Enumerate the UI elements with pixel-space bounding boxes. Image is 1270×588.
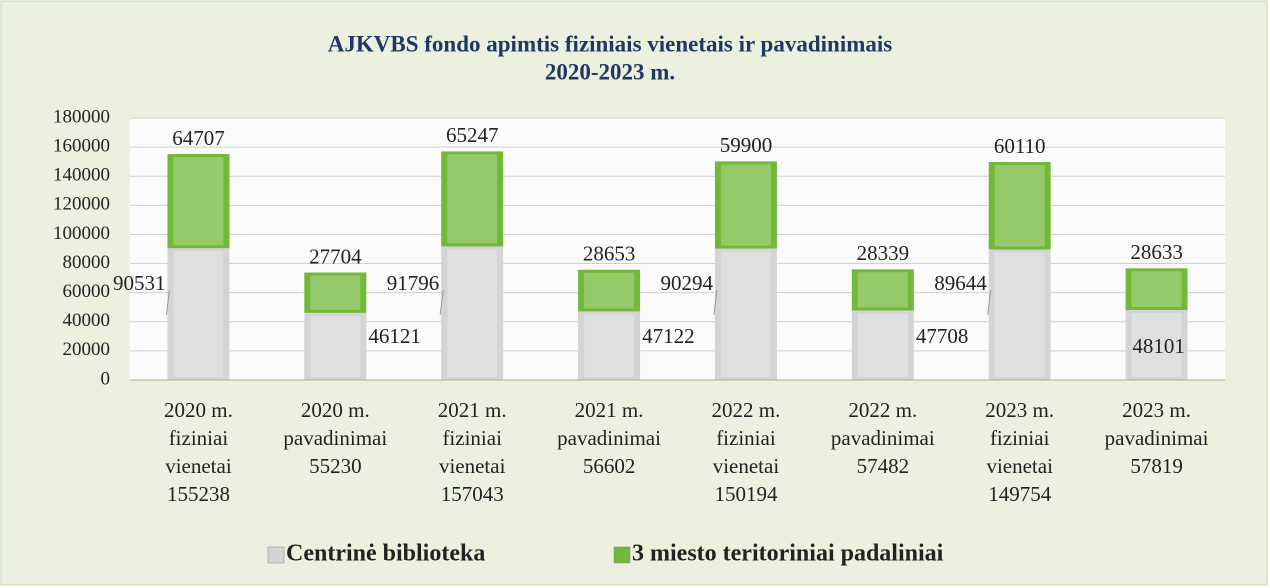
bar-segment bbox=[714, 248, 777, 380]
x-tick-label: 57819 bbox=[1130, 454, 1183, 478]
y-tick-label: 0 bbox=[101, 368, 111, 389]
y-tick-label: 120000 bbox=[53, 194, 110, 215]
y-tick-label: 180000 bbox=[53, 106, 110, 127]
y-tick-label: 20000 bbox=[63, 339, 111, 360]
x-tick-label: fiziniai bbox=[990, 426, 1050, 450]
bar-segment bbox=[441, 246, 504, 380]
bar-segment bbox=[304, 272, 367, 313]
data-label: 89644 bbox=[934, 271, 987, 295]
bar-highlight bbox=[447, 154, 498, 244]
data-label: 28339 bbox=[857, 241, 910, 265]
bar-segment bbox=[988, 162, 1051, 250]
data-label: 47122 bbox=[642, 324, 695, 348]
x-tick-label: 2021 m. bbox=[438, 398, 507, 422]
bar-highlight bbox=[857, 313, 908, 377]
bar-segment bbox=[1125, 309, 1188, 380]
x-tick-label: fiziniai bbox=[716, 426, 776, 450]
bar-segment bbox=[1125, 268, 1188, 310]
data-label: 59900 bbox=[720, 133, 773, 157]
data-label: 90294 bbox=[660, 271, 713, 295]
x-tick-label: 149754 bbox=[988, 482, 1052, 506]
data-label: 48101 bbox=[1132, 334, 1185, 358]
data-label: 64707 bbox=[172, 126, 225, 150]
x-tick-label: vienetai bbox=[439, 454, 506, 478]
y-tick-label: 40000 bbox=[63, 310, 111, 331]
legend-swatch bbox=[267, 546, 285, 564]
data-label: 65247 bbox=[446, 123, 499, 147]
data-label: 91796 bbox=[387, 271, 440, 295]
y-tick-label: 140000 bbox=[53, 165, 110, 186]
bar-segment bbox=[167, 248, 230, 380]
leader-line bbox=[439, 289, 444, 316]
x-tick-label: vienetai bbox=[986, 454, 1053, 478]
y-tick-label: 160000 bbox=[53, 135, 110, 156]
x-tick-label: 2022 m. bbox=[848, 398, 917, 422]
bar-highlight bbox=[584, 314, 635, 377]
data-label: 27704 bbox=[309, 244, 362, 268]
chart-title: 2020-2023 m. bbox=[545, 59, 675, 84]
bar-segment bbox=[988, 249, 1051, 380]
x-tick-label: 2020 m. bbox=[164, 398, 233, 422]
x-tick-label: pavadinimai bbox=[831, 426, 935, 450]
bar-highlight bbox=[310, 275, 361, 310]
bar-highlight bbox=[173, 251, 224, 377]
data-label: 90531 bbox=[113, 271, 166, 295]
x-tick-label: 56602 bbox=[583, 454, 636, 478]
chart-title: AJKVBS fondo apimtis fiziniais vienetais… bbox=[328, 31, 892, 56]
bar-segment bbox=[578, 311, 641, 380]
x-tick-label: vienetai bbox=[165, 454, 232, 478]
bar-highlight bbox=[1131, 271, 1182, 307]
bar-highlight bbox=[447, 249, 498, 377]
bar-segment bbox=[441, 151, 504, 247]
bar-highlight bbox=[310, 315, 361, 377]
bar-highlight bbox=[857, 272, 908, 308]
legend-label: 3 miesto teritoriniai padaliniai bbox=[632, 541, 944, 567]
y-tick-label: 80000 bbox=[63, 252, 111, 273]
x-tick-label: 2021 m. bbox=[575, 398, 644, 422]
data-label: 28653 bbox=[583, 242, 636, 266]
x-tick-label: 150194 bbox=[714, 482, 778, 506]
bar-segment bbox=[851, 310, 914, 380]
bar-segment bbox=[851, 269, 914, 311]
bar-highlight bbox=[994, 165, 1045, 247]
x-tick-label: fiziniai bbox=[169, 426, 229, 450]
leader-line bbox=[713, 289, 718, 316]
bar-highlight bbox=[173, 157, 224, 246]
bar-highlight bbox=[1131, 312, 1182, 377]
x-tick-label: pavadinimai bbox=[1105, 426, 1209, 450]
bar-segment bbox=[167, 154, 230, 249]
bar-highlight bbox=[584, 272, 635, 309]
data-label: 47708 bbox=[916, 324, 969, 348]
bar-segment bbox=[714, 161, 777, 249]
x-tick-label: 2023 m. bbox=[985, 398, 1054, 422]
x-tick-label: pavadinimai bbox=[557, 426, 661, 450]
bar-highlight bbox=[720, 251, 771, 377]
data-label: 28633 bbox=[1130, 240, 1183, 264]
x-tick-label: pavadinimai bbox=[283, 426, 387, 450]
data-label: 46121 bbox=[368, 324, 421, 348]
x-tick-label: 55230 bbox=[309, 454, 362, 478]
x-tick-label: 157043 bbox=[441, 482, 504, 506]
leader-line bbox=[165, 289, 170, 316]
bar-highlight bbox=[994, 252, 1045, 377]
x-tick-label: 2020 m. bbox=[301, 398, 370, 422]
x-tick-label: 57482 bbox=[857, 454, 910, 478]
x-tick-label: fiziniai bbox=[442, 426, 502, 450]
bar-segment bbox=[304, 312, 367, 380]
bar-segment bbox=[578, 269, 641, 312]
legend-swatch bbox=[613, 546, 631, 564]
y-tick-label: 60000 bbox=[63, 281, 111, 302]
x-tick-label: 2023 m. bbox=[1122, 398, 1191, 422]
bar-highlight bbox=[720, 164, 771, 246]
leader-line bbox=[987, 289, 992, 316]
x-tick-label: 2022 m. bbox=[712, 398, 781, 422]
y-tick-label: 100000 bbox=[53, 223, 110, 244]
x-tick-label: vienetai bbox=[713, 454, 780, 478]
x-tick-label: 155238 bbox=[167, 482, 230, 506]
legend-label: Centrinė biblioteka bbox=[286, 541, 485, 567]
data-label: 60110 bbox=[994, 134, 1046, 158]
